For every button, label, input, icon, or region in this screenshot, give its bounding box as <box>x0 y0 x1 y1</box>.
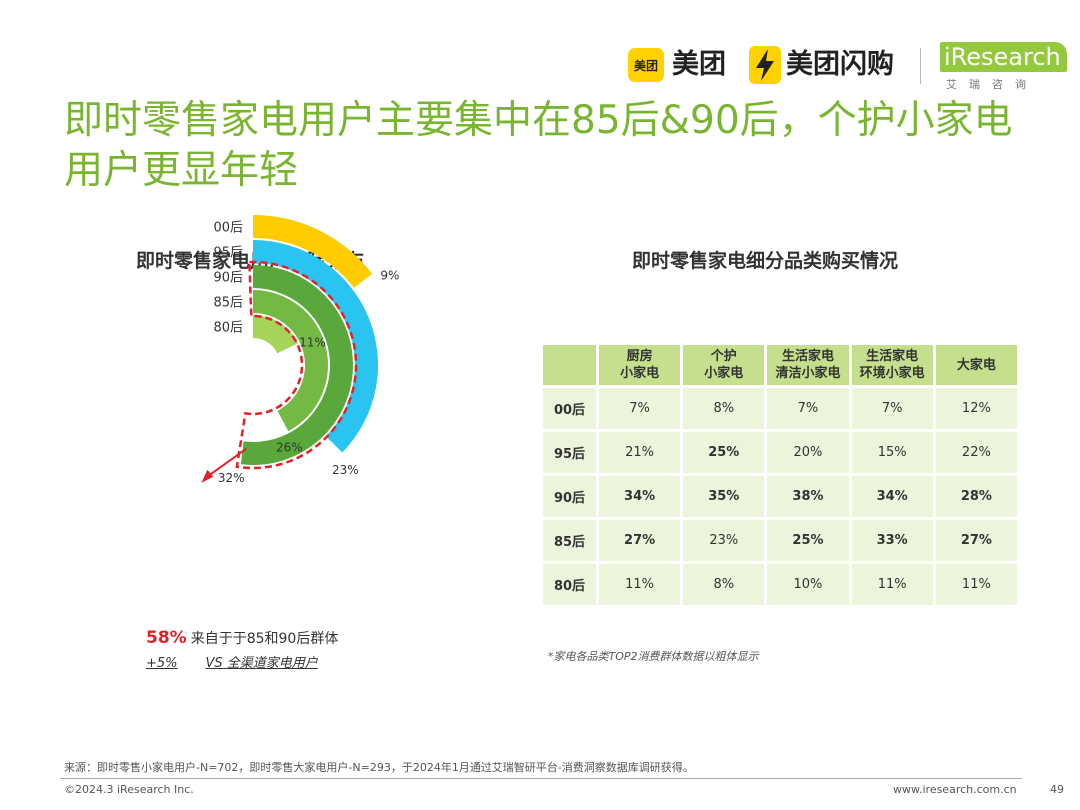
category-purchase-table: 厨房 小家电 个护 小家电 生活家电 清洁小家电 生活家电 环境小家电 大家电 00后 7… <box>540 342 1021 608</box>
table-footnote: *家电各品类TOP2消费群体数据以粗体显示 <box>548 650 759 663</box>
meituan-logo-badge: 美团 <box>628 48 664 82</box>
right-table-title: 即时零售家电细分品类购买情况 <box>632 250 899 272</box>
arrow-line <box>203 447 247 480</box>
table-cell: 11% <box>848 561 936 608</box>
row-header: 95后 <box>540 429 599 476</box>
col-header-line: 小家电 <box>704 366 744 381</box>
table-row: 85后 27% 23% 25% 33% 27% <box>540 517 1021 564</box>
table-cell: 25% <box>680 429 768 476</box>
table-row: 00后 7% 8% 7% 7% 12% <box>540 385 1021 432</box>
category-label-80: 80后 <box>213 321 243 336</box>
table-row: 80后 11% 8% 10% 11% 11% <box>540 561 1021 608</box>
category-label-90: 90后 <box>213 271 243 286</box>
table-cell: 23% <box>680 517 768 564</box>
comparison-text: VS 全渠道家电用户 <box>205 656 318 671</box>
col-header-line: 清洁小家电 <box>775 366 841 381</box>
col-header-large-appliance: 大家电 <box>932 342 1021 388</box>
col-header-line: 小家电 <box>620 366 660 381</box>
highlight-note: 58% 来自于于85和90后群体 <box>146 628 338 648</box>
table-cell: 28% <box>932 473 1021 520</box>
value-label-95: 23% <box>332 463 359 477</box>
meituan-shangou-logo-text: 美团闪购 <box>786 49 894 80</box>
table-header-row: 厨房小家电 个护小家电 生活家电清洁小家电 生活家电环境小家电 大家电 <box>540 342 1021 388</box>
table-cell: 21% <box>595 429 684 476</box>
table-cell: 7% <box>848 385 936 432</box>
table-row: 95后 21% 25% 20% 15% 22% <box>540 429 1021 476</box>
table-cell: 7% <box>764 385 852 432</box>
table-cell: 20% <box>764 429 852 476</box>
value-label-80: 11% <box>299 335 326 349</box>
table-cell: 15% <box>848 429 936 476</box>
table-row: 90后 34% 35% 38% 34% 28% <box>540 473 1021 520</box>
col-header-line: 环境小家电 <box>859 366 925 381</box>
iresearch-logo: iResearch <box>940 42 1067 72</box>
comparison-delta: +5% <box>146 656 178 671</box>
copyright: ©2024.3 iResearch Inc. <box>64 783 194 796</box>
col-header-kitchen: 厨房 小家电 <box>595 342 684 388</box>
highlight-text: 来自于于85和90后群体 <box>190 631 339 647</box>
bar-85 <box>253 290 328 432</box>
bar-00 <box>253 215 373 288</box>
category-label-00: 00后 <box>213 221 243 236</box>
table-cell: 38% <box>764 473 852 520</box>
meituan-logo-text: 美团 <box>672 49 726 80</box>
header-logos: 美团 美团 美团闪购 iResearch 艾瑞咨询 <box>628 40 1067 91</box>
source-note: 来源：即时零售小家电用户-N=702，即时零售大家电用户-N=293，于2024… <box>64 761 694 774</box>
category-label-95: 95后 <box>213 246 243 261</box>
iresearch-logo-subtitle: 艾瑞咨询 <box>946 78 1038 91</box>
table-cell: 8% <box>680 385 768 432</box>
table-cell: 25% <box>764 517 852 564</box>
table-cell: 11% <box>932 561 1021 608</box>
logo-divider <box>920 48 921 84</box>
table-cell: 10% <box>764 561 852 608</box>
col-header-line: 个护 <box>710 349 737 364</box>
table-cell: 11% <box>595 561 684 608</box>
website-url: www.iresearch.com.cn <box>893 783 1017 796</box>
table-cell: 27% <box>595 517 684 564</box>
bar-80 <box>253 315 299 354</box>
table-cell: 7% <box>595 385 684 432</box>
row-header: 90后 <box>540 473 599 520</box>
bar-90 <box>240 265 353 465</box>
row-header: 80后 <box>540 561 599 608</box>
arrow-head-icon <box>201 469 214 483</box>
col-header-environment: 生活家电 环境小家电 <box>848 342 936 388</box>
table-cell: 8% <box>680 561 768 608</box>
row-header: 00后 <box>540 385 599 432</box>
highlight-percent: 58% <box>146 628 187 648</box>
value-label-85: 26% <box>276 440 303 454</box>
footer-divider <box>60 778 1022 779</box>
table-cell: 35% <box>680 473 768 520</box>
page-number: 49 <box>1050 783 1064 796</box>
table-cell: 34% <box>595 473 684 520</box>
comparison-note: +5% VS 全渠道家电用户 <box>146 652 318 671</box>
row-header: 85后 <box>540 517 599 564</box>
col-header-cleaning: 生活家电 清洁小家电 <box>764 342 852 388</box>
category-label-85: 85后 <box>213 296 243 311</box>
col-header-personal-care: 个护 小家电 <box>680 342 768 388</box>
table-cell: 34% <box>848 473 936 520</box>
table-cell: 22% <box>932 429 1021 476</box>
highlight-dashed-outline <box>235 260 358 470</box>
value-label-90: 32% <box>218 471 245 485</box>
col-header-line: 生活家电 <box>866 349 919 364</box>
table-corner-cell <box>540 342 599 388</box>
lightning-icon <box>749 46 781 84</box>
table-cell: 12% <box>932 385 1021 432</box>
value-label-00: 9% <box>380 269 399 283</box>
col-header-line: 大家电 <box>956 357 996 373</box>
col-header-line: 厨房 <box>626 349 653 364</box>
table-cell: 33% <box>848 517 936 564</box>
bar-95 <box>253 240 379 453</box>
col-header-line: 生活家电 <box>781 349 834 364</box>
page-title: 即时零售家电用户主要集中在85后&90后，个护小家电用户更显年轻 <box>64 98 1013 193</box>
table-cell: 27% <box>932 517 1021 564</box>
